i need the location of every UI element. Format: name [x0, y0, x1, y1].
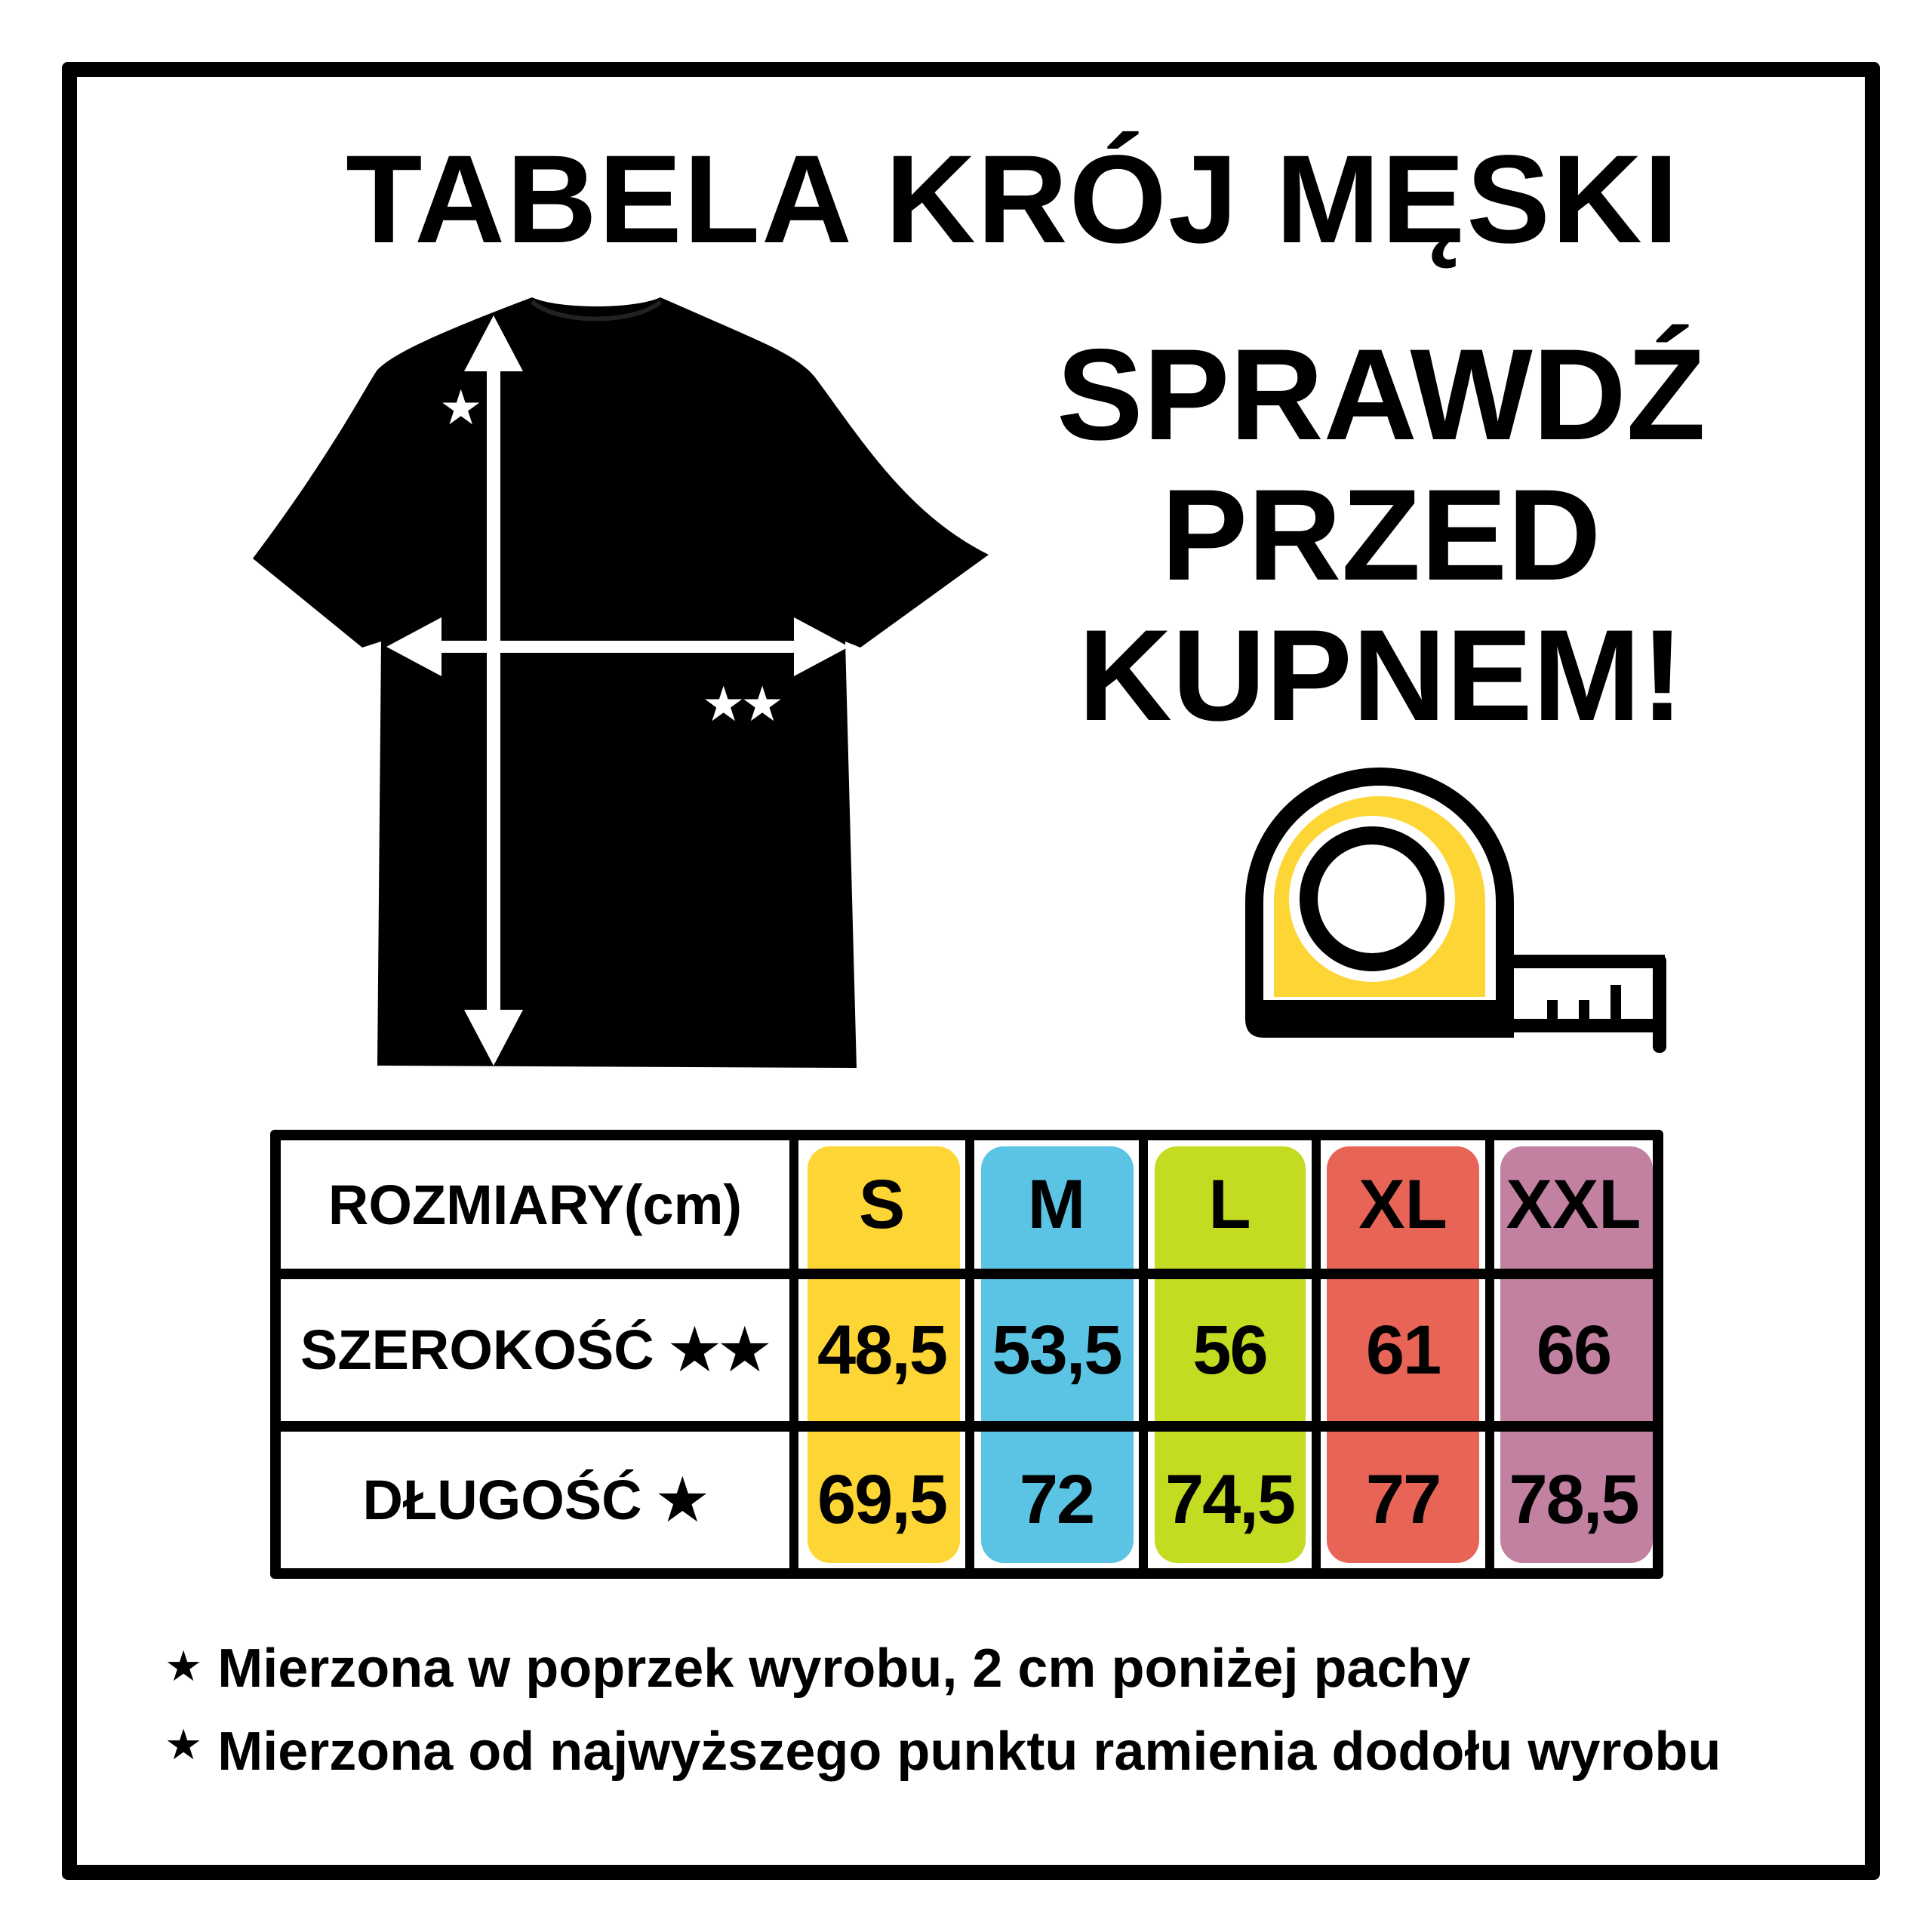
size-column-m-bg	[981, 1146, 1134, 1563]
check-before-buying-callout: SPRAWDŹ PRZED KUPNEM!	[1041, 325, 1721, 746]
length-arrow	[464, 315, 523, 1066]
width-arrow	[386, 617, 849, 676]
table-cell: 56	[1192, 1311, 1268, 1389]
table-cell: 72	[1019, 1461, 1095, 1538]
size-column-l-bg	[1155, 1146, 1306, 1563]
callout-line: SPRAWDŹ	[1057, 322, 1706, 467]
table-cell: 61	[1365, 1311, 1441, 1389]
callout-line: KUPNEM!	[1078, 603, 1684, 748]
footnote-width: ★ Mierzona w poprzek wyrobu, 2 cm poniże…	[165, 1638, 1471, 1700]
table-cell: 77	[1365, 1461, 1441, 1538]
footnote-length: ★ Mierzona od najwyższego punktu ramieni…	[165, 1721, 1721, 1783]
column-divider	[1139, 1130, 1148, 1579]
footnote-text: Mierzona w poprzek wyrobu, 2 cm poniżej …	[217, 1638, 1471, 1699]
column-divider	[1312, 1130, 1321, 1579]
table-cell: 53,5	[992, 1311, 1122, 1389]
tshirt-shape	[253, 297, 989, 1068]
table-cell: 66	[1536, 1311, 1612, 1389]
star-icon: ★	[165, 1721, 203, 1770]
size-column-s-bg	[808, 1146, 960, 1563]
column-divider	[1485, 1130, 1494, 1579]
size-header: L	[1208, 1165, 1251, 1243]
table-cell: 69,5	[817, 1461, 948, 1538]
column-divider	[789, 1130, 798, 1579]
footnote-text: Mierzona od najwyższego punktu ramienia …	[217, 1721, 1721, 1782]
row-label-length: DŁUGOŚĆ ★	[362, 1468, 708, 1531]
tape-measure-icon	[1245, 768, 1666, 1053]
size-header: XXL	[1506, 1165, 1641, 1243]
header-label: ROZMIARY(cm)	[328, 1173, 743, 1236]
size-table: ROZMIARY(cm) S M L XL XXL SZEROKOŚĆ ★★ 4…	[270, 1130, 1663, 1579]
column-divider	[965, 1130, 974, 1579]
outer-frame	[62, 62, 1880, 1880]
star-icon: ★	[165, 1642, 203, 1691]
page-title: TABELA KRÓJ MĘSKI	[346, 130, 1680, 269]
size-header: M	[1027, 1165, 1086, 1243]
length-star-marker: ★	[439, 380, 482, 436]
width-star-marker: ★★	[702, 677, 781, 733]
table-border	[270, 1130, 1663, 1579]
table-cell: 78,5	[1509, 1461, 1639, 1538]
callout-line: PRZED	[1161, 463, 1601, 608]
tshirt-diagram: ★ ★★	[253, 297, 989, 1068]
row-label-width: SZEROKOŚĆ ★★	[300, 1318, 770, 1381]
size-column-xxl-bg	[1500, 1146, 1653, 1563]
table-cell: 48,5	[817, 1311, 948, 1389]
table-cell: 74,5	[1164, 1461, 1296, 1538]
size-header: S	[858, 1165, 906, 1243]
size-header: XL	[1358, 1165, 1447, 1243]
size-column-xl-bg	[1327, 1146, 1479, 1563]
